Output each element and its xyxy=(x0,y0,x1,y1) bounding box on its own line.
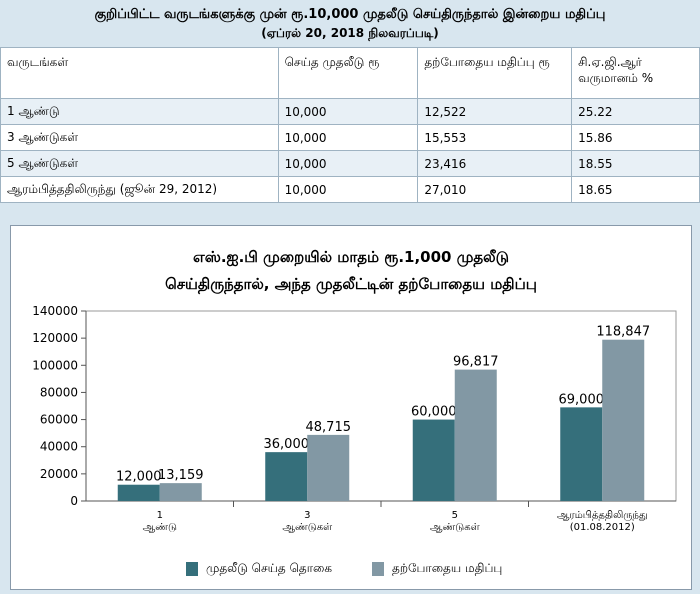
bar-current-value xyxy=(307,434,350,501)
y-tick-label: 140000 xyxy=(32,304,78,318)
data-label: 118,847 xyxy=(596,325,650,340)
cell-invested: 10,000 xyxy=(277,150,419,177)
cell-invested: 10,000 xyxy=(277,124,419,151)
data-label: 48,715 xyxy=(306,420,352,435)
y-tick-label: 80000 xyxy=(40,385,78,399)
x-tick-label: 3 xyxy=(304,510,310,521)
cell-current-value: 27,010 xyxy=(417,176,573,203)
returns-table: வருடங்கள் செய்த முதலீடு ரூ தற்போதைய மதிப… xyxy=(0,47,700,203)
chart-title-line1: எஸ்.ஐ.பி முறையில் மாதம் ரூ.1,000 முதலீடு xyxy=(193,248,509,266)
table-subtitle: (ஏப்ரல் 20, 2018 நிலவரப்படி) xyxy=(261,26,439,40)
bar-chart: 0 20000 40000 60000 80000 100000 120000 140000 1… xyxy=(32,304,677,533)
sip-chart-panel: எஸ்.ஐ.பி முறையில் மாதம் ரூ.1,000 முதலீடு… xyxy=(10,225,692,590)
cell-years: 1 ஆண்டு xyxy=(0,98,279,125)
y-tick-label: 100000 xyxy=(32,358,78,372)
x-tick-label: 5 xyxy=(452,510,458,521)
x-tick-label: (01.08.2012) xyxy=(570,522,635,533)
cell-years: ஆரம்பித்ததிலிருந்து (ஜூன் 29, 2012) xyxy=(0,176,279,203)
cell-cagr: 18.55 xyxy=(571,150,700,177)
legend-swatch-current-value xyxy=(372,562,384,576)
table-row: ஆரம்பித்ததிலிருந்து (ஜூன் 29, 2012) 10,0… xyxy=(0,176,700,203)
x-tick-label: ஆண்டுகள் xyxy=(430,522,480,533)
cell-current-value: 12,522 xyxy=(417,98,573,125)
x-tick-label: ஆண்டு xyxy=(143,522,177,533)
table-row: 1 ஆண்டு 10,000 12,522 25.22 xyxy=(0,98,700,125)
chart-title-line2: செய்திருந்தால், அந்த முதலீட்டின் தற்போதை… xyxy=(165,275,537,293)
bar-invested xyxy=(412,419,455,501)
y-tick-label: 60000 xyxy=(40,413,78,427)
bar-current-value xyxy=(159,483,202,501)
header-years: வருடங்கள் xyxy=(0,47,279,99)
bar-invested xyxy=(265,452,308,501)
returns-table-panel: குறிப்பிட்ட வருடங்களுக்கு முன் ரூ.10,000… xyxy=(0,0,700,205)
legend-swatch-invested xyxy=(186,562,198,576)
x-tick-label: ஆண்டுகள் xyxy=(282,522,332,533)
header-invested: செய்த முதலீடு ரூ xyxy=(277,47,419,99)
bar-invested xyxy=(117,484,160,501)
cell-current-value: 15,553 xyxy=(417,124,573,151)
data-label: 12,000 xyxy=(116,470,162,485)
table-row: 3 ஆண்டுகள் 10,000 15,553 15.86 xyxy=(0,124,700,151)
legend-item-current-value: தற்போதைய மதிப்பு xyxy=(372,561,502,577)
x-tick-label: 1 xyxy=(157,510,163,521)
table-title: குறிப்பிட்ட வருடங்களுக்கு முன் ரூ.10,000… xyxy=(94,7,606,22)
table-header-row: வருடங்கள் செய்த முதலீடு ரூ தற்போதைய மதிப… xyxy=(0,47,700,99)
chart-legend: முதலீடு செய்த தொகை தற்போதைய மதிப்பு xyxy=(186,561,542,577)
data-label: 96,817 xyxy=(453,355,499,370)
x-tick-label: ஆரம்பித்ததிலிருந்து xyxy=(557,510,648,521)
header-current-value: தற்போதைய மதிப்பு ரூ xyxy=(417,47,573,99)
y-tick-label: 120000 xyxy=(32,331,78,345)
bar-invested xyxy=(560,407,603,501)
cell-cagr: 18.65 xyxy=(571,176,700,203)
y-tick-label: 20000 xyxy=(40,467,78,481)
bar-current-value xyxy=(602,339,645,501)
legend-item-invested: முதலீடு செய்த தொகை xyxy=(186,561,332,577)
header-cagr: சி.ஏ.ஜி.ஆர் வருமானம் % xyxy=(571,47,700,99)
cell-cagr: 15.86 xyxy=(571,124,700,151)
data-label: 60,000 xyxy=(411,405,457,420)
legend-label-current-value: தற்போதைய மதிப்பு xyxy=(392,561,503,575)
cell-current-value: 23,416 xyxy=(417,150,573,177)
cell-invested: 10,000 xyxy=(277,176,419,203)
cell-years: 5 ஆண்டுகள் xyxy=(0,150,279,177)
data-label: 36,000 xyxy=(264,437,310,452)
data-label: 69,000 xyxy=(559,392,605,407)
table-row: 5 ஆண்டுகள் 10,000 23,416 18.55 xyxy=(0,150,700,177)
cell-invested: 10,000 xyxy=(277,98,419,125)
cell-cagr: 25.22 xyxy=(571,98,700,125)
y-tick-label: 0 xyxy=(70,494,78,508)
y-tick-label: 40000 xyxy=(40,440,78,454)
legend-label-invested: முதலீடு செய்த தொகை xyxy=(206,561,332,575)
cell-years: 3 ஆண்டுகள் xyxy=(0,124,279,151)
bar-current-value xyxy=(454,369,497,501)
data-label: 13,159 xyxy=(158,468,204,483)
